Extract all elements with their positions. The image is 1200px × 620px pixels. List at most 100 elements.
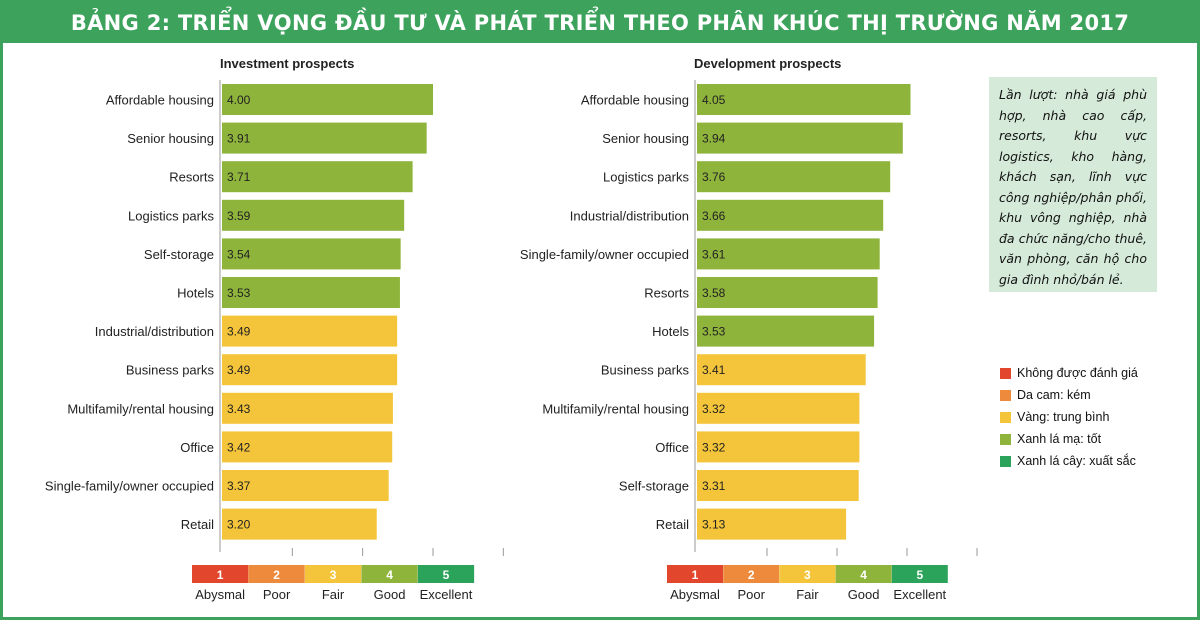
investment-bar [222, 431, 393, 463]
investment-category-label: Self-storage [144, 247, 214, 262]
investment-scale-number: 4 [386, 568, 393, 582]
development-scale-number: 5 [916, 568, 923, 582]
investment-scale-number: 5 [443, 568, 450, 582]
investment-value-label: 3.53 [227, 286, 251, 300]
development-category-label: Resorts [644, 286, 689, 301]
legend-label: Xanh lá cây: xuất sắc [1017, 454, 1136, 468]
development-scale-label: Poor [737, 587, 765, 602]
legend-item: Da cam: kém [1000, 384, 1138, 406]
legend-item: Xanh lá cây: xuất sắc [1000, 450, 1138, 472]
development-value-label: 3.58 [702, 286, 726, 300]
legend-item: Xanh lá mạ: tốt [1000, 428, 1138, 450]
development-scale-number: 2 [748, 568, 755, 582]
investment-category-label: Affordable housing [106, 93, 214, 108]
investment-category-label: Logistics parks [128, 208, 214, 223]
development-bar [697, 315, 875, 347]
development-category-label: Office [655, 440, 689, 455]
investment-value-label: 3.59 [227, 209, 251, 223]
development-scale-number: 3 [804, 568, 811, 582]
development-category-label: Industrial/distribution [570, 208, 689, 223]
investment-category-label: Retail [181, 517, 214, 532]
investment-value-label: 4.00 [227, 93, 251, 107]
investment-scale-number: 3 [330, 568, 337, 582]
development-category-label: Business parks [601, 363, 690, 378]
investment-value-label: 3.42 [227, 440, 251, 454]
development-value-label: 3.53 [702, 325, 726, 339]
development-scale-number: 1 [692, 568, 699, 582]
development-category-label: Senior housing [602, 131, 689, 146]
investment-scale-label: Fair [322, 587, 345, 602]
investment-value-label: 3.91 [227, 132, 251, 146]
development-value-label: 3.66 [702, 209, 726, 223]
investment-value-label: 3.37 [227, 479, 251, 493]
page-title: BẢNG 2: TRIỂN VỌNG ĐẦU TƯ VÀ PHÁT TRIỂN … [3, 3, 1197, 43]
investment-bar [222, 277, 400, 308]
development-category-label: Self-storage [619, 479, 689, 494]
development-category-label: Logistics parks [603, 170, 689, 185]
legend-swatch [1000, 389, 1011, 401]
investment-bar [222, 315, 398, 347]
development-value-label: 3.41 [702, 363, 726, 377]
investment-bar [222, 238, 401, 270]
development-scale-label: Abysmal [670, 587, 720, 602]
investment-value-label: 3.54 [227, 247, 251, 261]
investment-category-label: Industrial/distribution [95, 324, 214, 339]
investment-bar [222, 392, 393, 424]
investment-scale-label: Good [374, 587, 406, 602]
development-value-label: 3.94 [702, 132, 726, 146]
development-value-label: 3.32 [702, 402, 726, 416]
legend-swatch [1000, 367, 1011, 379]
development-chart-title: Development prospects [694, 56, 841, 71]
development-bar [697, 277, 878, 308]
investment-scale-label: Abysmal [195, 587, 245, 602]
development-scale-number: 4 [860, 568, 867, 582]
development-scale-segment [891, 565, 948, 583]
development-bar [697, 470, 859, 501]
investment-bar [222, 470, 389, 501]
investment-bar [222, 84, 433, 115]
development-bar [697, 238, 880, 270]
legend-label: Vàng: trung bình [1017, 410, 1110, 424]
investment-bar [222, 508, 377, 540]
investment-value-label: 3.43 [227, 402, 251, 416]
investment-value-label: 3.20 [227, 518, 251, 532]
investment-value-label: 3.49 [227, 363, 251, 377]
development-scale-segment [835, 565, 892, 583]
development-category-label: Hotels [652, 324, 689, 339]
investment-scale-segment [248, 565, 305, 583]
investment-value-label: 3.49 [227, 325, 251, 339]
legend-label: Xanh lá mạ: tốt [1017, 432, 1102, 446]
investment-category-label: Business parks [126, 363, 215, 378]
development-value-label: 3.76 [702, 170, 726, 184]
development-bar [697, 354, 866, 386]
investment-scale-label: Excellent [420, 587, 473, 602]
development-scale-label: Excellent [893, 587, 946, 602]
legend-swatch [1000, 411, 1011, 423]
investment-category-label: Resorts [169, 170, 214, 185]
legend-label: Da cam: kém [1017, 388, 1091, 402]
investment-bar [222, 122, 427, 154]
development-scale-segment [667, 565, 723, 583]
investment-scale-segment [417, 565, 475, 583]
investment-scale-segment [192, 565, 249, 583]
development-bar [697, 508, 847, 540]
development-bar [697, 431, 860, 463]
investment-value-label: 3.71 [227, 170, 251, 184]
legend-item: Vàng: trung bình [1000, 406, 1138, 428]
investment-scale-segment [361, 565, 418, 583]
investment-category-label: Multifamily/rental housing [67, 401, 214, 416]
development-category-label: Affordable housing [581, 93, 689, 108]
development-scale-label: Good [848, 587, 880, 602]
investment-category-label: Single-family/owner occupied [45, 479, 214, 494]
development-value-label: 3.32 [702, 440, 726, 454]
investment-scale-label: Poor [263, 587, 291, 602]
development-category-label: Single-family/owner occupied [520, 247, 689, 262]
development-scale-segment [779, 565, 836, 583]
development-bar [697, 199, 884, 231]
development-value-label: 3.61 [702, 247, 726, 261]
development-value-label: 3.31 [702, 479, 726, 493]
investment-chart-title: Investment prospects [220, 56, 354, 71]
investment-category-label: Senior housing [127, 131, 214, 146]
